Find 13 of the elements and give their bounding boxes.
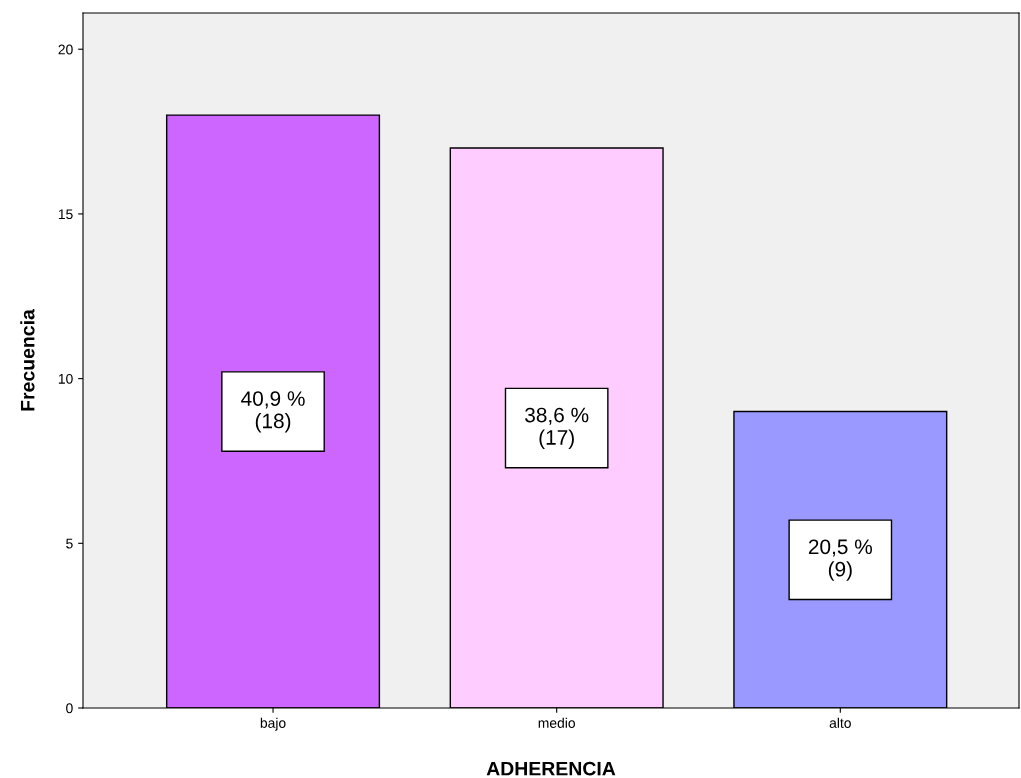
x-axis-title: ADHERENCIA xyxy=(486,761,616,776)
y-axis-title: Frecuencia xyxy=(20,309,35,411)
x-tick-label: medio xyxy=(538,717,576,728)
data-label: 20,5 % (9) xyxy=(808,539,872,581)
y-tick-label: 5 xyxy=(66,538,73,549)
x-tick-label: bajo xyxy=(260,717,286,731)
y-tick-label: 20 xyxy=(58,44,73,55)
y-tick-label: 0 xyxy=(66,703,73,714)
data-label: 38,6 % (17) xyxy=(525,407,589,449)
y-tick-label: 15 xyxy=(58,209,73,220)
y-tick-label: 10 xyxy=(58,373,73,384)
x-tick-label: alto xyxy=(829,717,851,728)
data-label: 40,9 % (18) xyxy=(241,391,305,433)
